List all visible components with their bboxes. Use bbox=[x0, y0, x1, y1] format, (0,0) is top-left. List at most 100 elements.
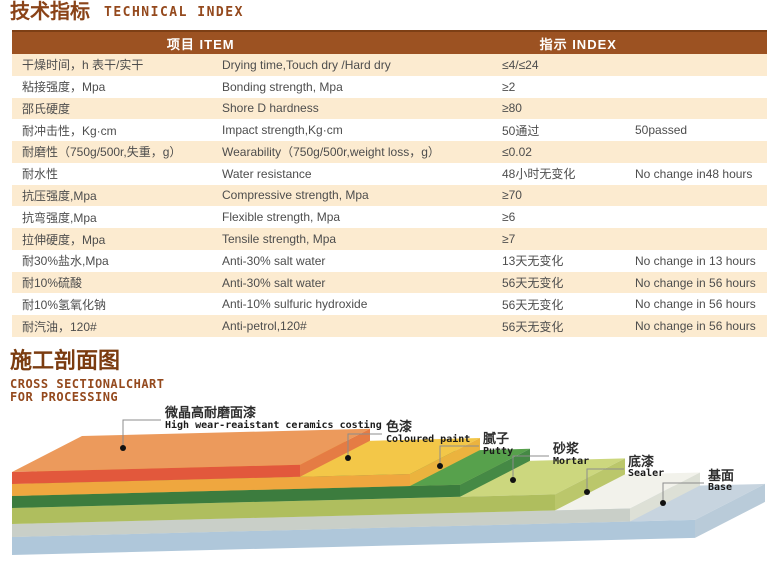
table-header-row: 项目 ITEM 指示 INDEX bbox=[12, 30, 767, 54]
leader-line bbox=[512, 455, 549, 480]
item-cn-cell: 耐水性 bbox=[22, 167, 59, 182]
leader-line bbox=[439, 445, 479, 466]
item-en-cell: Anti-10% sulfuric hydroxide bbox=[222, 297, 368, 312]
layer-label-en: Sealer bbox=[628, 468, 664, 479]
leader-line bbox=[347, 433, 382, 458]
layer-label-en: High wear-reaistant ceramics costing bbox=[165, 419, 382, 431]
item-cn-cell: 耐磨性（750g/500r,失重，g） bbox=[22, 145, 182, 160]
table-row: 耐冲击性，Kg·cm Impact strength,Kg·cm 50通过 50pas… bbox=[12, 119, 767, 141]
table-row: 粘接强度，Mpa Bonding strength, Mpa ≥2 bbox=[12, 76, 767, 98]
index-en-cell: No change in48 hours bbox=[635, 166, 753, 181]
item-cn-cell: 耐30%盐水,Mpa bbox=[22, 254, 109, 269]
item-en-cell: Drying time,Touch dry /Hard dry bbox=[222, 57, 391, 72]
layer-front-face-2 bbox=[12, 484, 460, 508]
item-en-cell: Anti-petrol,120# bbox=[222, 319, 307, 334]
item-cn-cell: 耐冲击性，Kg·cm bbox=[22, 123, 117, 138]
item-cn-cell: 抗压强度,Mpa bbox=[22, 188, 97, 203]
index-cn-cell: ≥70 bbox=[502, 188, 522, 203]
index-cn-cell: 56天无变化 bbox=[502, 276, 564, 291]
item-en-cell: Wearability（750g/500r,weight loss，g） bbox=[222, 145, 440, 160]
section2-title-en-line1: CROSS SECTIONALCHART bbox=[10, 377, 165, 391]
technical-index-table: 项目 ITEM 指示 INDEX 干燥时间，h 表干/实干 Drying time… bbox=[12, 30, 767, 337]
item-cn-cell: 抗弯强度,Mpa bbox=[22, 210, 97, 225]
table-row: 耐30%盐水,Mpa Anti-30% salt water 13天无变化 No ch… bbox=[12, 250, 767, 272]
item-cn-cell: 耐10%硫酸 bbox=[22, 276, 83, 291]
index-cn-cell: ≥6 bbox=[502, 210, 516, 225]
index-cn-cell: ≤0.02 bbox=[502, 144, 532, 159]
item-cn-cell: 粘接强度，Mpa bbox=[22, 80, 106, 95]
layer-side-face-4 bbox=[630, 472, 700, 522]
leader-dot bbox=[660, 500, 666, 506]
leader-line bbox=[586, 468, 624, 492]
leader-line bbox=[122, 419, 161, 448]
item-en-cell: Tensile strength, Mpa bbox=[222, 232, 337, 246]
item-en-cell: Anti-30% salt water bbox=[222, 275, 326, 290]
item-cn-cell: 邵氏硬度 bbox=[22, 101, 71, 116]
item-en-cell: Anti-30% salt water bbox=[222, 253, 326, 268]
table-row: 耐水性 Water resistance 48小时无变化 No change in48… bbox=[12, 163, 767, 185]
table-header-index: 指示 INDEX bbox=[539, 36, 617, 52]
index-cn-cell: 56天无变化 bbox=[502, 297, 564, 312]
index-cn-cell: ≥80 bbox=[502, 101, 522, 116]
layer-label-cn: 基面 bbox=[707, 468, 734, 483]
leader-line bbox=[662, 482, 704, 503]
item-cn-cell: 拉伸硬度，Mpa bbox=[22, 232, 106, 247]
table-row: 抗压强度,Mpa Compressive strength, Mpa ≥70 bbox=[12, 184, 767, 207]
section2-title: 施工剖面图 CROSS SECTIONALCHART FOR PROCESSIN… bbox=[10, 348, 165, 404]
table-row: 耐10%硫酸 Anti-30% salt water 56天无变化 No change… bbox=[12, 271, 767, 294]
layer-front-face-3 bbox=[12, 494, 555, 524]
section1-title: 技术指标 TECHNICAL INDEX bbox=[10, 0, 244, 24]
section1-title-cn: 技术指标 bbox=[10, 1, 90, 23]
index-cn-cell: ≥7 bbox=[502, 232, 516, 246]
leader-dot bbox=[510, 477, 516, 483]
section1-title-en: TECHNICAL INDEX bbox=[104, 5, 244, 20]
layer-label-cn: 砂浆 bbox=[552, 441, 580, 456]
index-cn-cell: ≤4/≤24 bbox=[502, 57, 539, 72]
item-en-cell: Impact strength,Kg·cm bbox=[222, 123, 343, 138]
item-en-cell: Shore D hardness bbox=[222, 101, 319, 116]
layer-front-face-0 bbox=[12, 464, 300, 484]
index-en-cell: No change in 56 hours bbox=[635, 297, 756, 312]
index-en-cell: No change in 13 hours bbox=[635, 253, 756, 268]
leader-dot bbox=[584, 489, 590, 495]
layer-side-face-0 bbox=[300, 428, 370, 477]
index-cn-cell: 50通过 bbox=[502, 123, 540, 138]
layer-top-face-0 bbox=[12, 428, 370, 472]
index-cn-cell: 56天无变化 bbox=[502, 319, 564, 334]
table-row: 拉伸硬度，Mpa Tensile strength, Mpa ≥7 bbox=[12, 228, 767, 250]
table-row: 抗弯强度,Mpa Flexible strength, Mpa ≥6 bbox=[12, 206, 767, 228]
layer-label-cn: 底漆 bbox=[628, 454, 654, 469]
section2-title-en: CROSS SECTIONALCHART FOR PROCESSING bbox=[10, 378, 165, 404]
index-cn-cell: ≥2 bbox=[502, 79, 516, 94]
layer-front-face-4 bbox=[12, 508, 630, 537]
index-cn-cell: 48小时无变化 bbox=[502, 167, 576, 182]
item-en-cell: Bonding strength, Mpa bbox=[222, 79, 343, 94]
layer-side-face-3 bbox=[555, 458, 625, 511]
layer-side-face-1 bbox=[410, 438, 480, 487]
item-cn-cell: 耐10%氢氧化钠 bbox=[22, 297, 107, 312]
section2-title-cn: 施工剖面图 bbox=[10, 348, 121, 373]
item-en-cell: Flexible strength, Mpa bbox=[222, 210, 341, 225]
layer-label-cn: 色漆 bbox=[386, 419, 412, 434]
index-cn-cell: 13天无变化 bbox=[502, 254, 564, 269]
layer-label-cn: 腻子 bbox=[483, 431, 509, 446]
item-en-cell: Compressive strength, Mpa bbox=[222, 188, 369, 203]
table-row: 耐10%氢氧化钠 Anti-10% sulfuric hydroxide 56天无变… bbox=[12, 293, 767, 315]
item-cn-cell: 耐汽油，120# bbox=[22, 319, 97, 334]
leader-dot bbox=[120, 445, 126, 451]
table-row: 干燥时间，h 表干/实干 Drying time,Touch dry /Hard … bbox=[12, 54, 767, 76]
layer-front-face-1 bbox=[12, 474, 410, 496]
layer-side-face-5 bbox=[695, 483, 765, 538]
index-en-cell: No change in 56 hours bbox=[635, 275, 756, 290]
layer-label-en: Mortar bbox=[553, 456, 589, 467]
item-en-cell: Water resistance bbox=[222, 166, 312, 181]
item-cn-cell: 干燥时间，h 表干/实干 bbox=[22, 58, 144, 73]
layer-label-en: Putty bbox=[483, 446, 513, 457]
section2-title-en-line2: FOR PROCESSING bbox=[10, 390, 119, 404]
layer-label-en: Base bbox=[708, 482, 732, 493]
table-row: 耐汽油，120# Anti-petrol,120# 56天无变化 No change … bbox=[12, 315, 767, 337]
index-en-cell: 50passed bbox=[635, 123, 688, 138]
leader-dot bbox=[345, 455, 351, 461]
